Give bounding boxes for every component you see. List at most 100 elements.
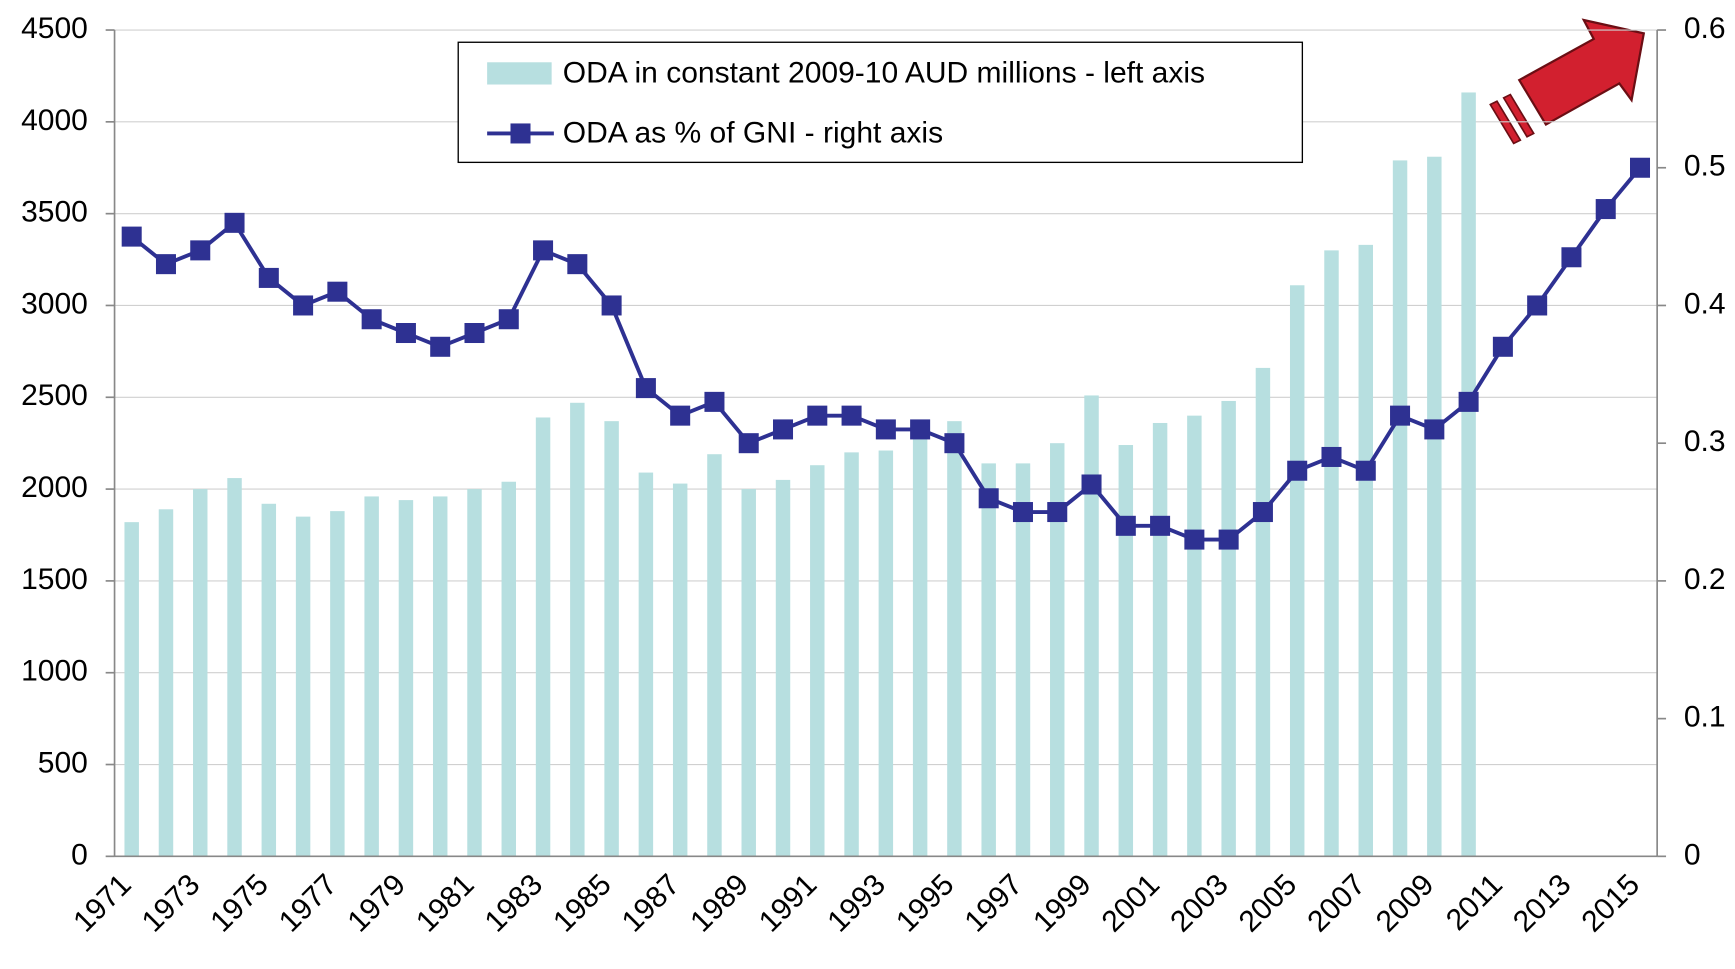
- bar: [639, 473, 653, 857]
- bar: [1324, 250, 1338, 856]
- line-marker: [225, 213, 245, 233]
- line-marker: [1459, 392, 1479, 412]
- bar: [1461, 92, 1475, 856]
- legend-label: ODA in constant 2009-10 AUD millions - l…: [563, 56, 1205, 89]
- x-tick-label: 2005: [1233, 868, 1304, 939]
- line-marker: [1321, 447, 1341, 467]
- x-tick-label: 1985: [547, 868, 618, 939]
- y-tick-label: 2500: [21, 379, 88, 412]
- bar: [330, 511, 344, 856]
- line-marker: [362, 309, 382, 329]
- bar: [1016, 463, 1030, 856]
- x-tick-label: 1983: [479, 868, 550, 939]
- bar: [467, 489, 481, 856]
- line-marker: [327, 282, 347, 302]
- x-tick-label: 1979: [341, 868, 412, 939]
- line-marker: [1184, 530, 1204, 550]
- line-marker: [1527, 295, 1547, 315]
- bar: [296, 517, 310, 857]
- chart: 05001000150020002500300035004000450000.1…: [0, 0, 1735, 969]
- line-marker: [1047, 502, 1067, 522]
- line-marker: [670, 406, 690, 426]
- y-tick-label: 3000: [21, 287, 88, 320]
- x-tick-label: 2013: [1507, 868, 1578, 939]
- line-marker: [1150, 516, 1170, 536]
- line-marker: [1116, 516, 1136, 536]
- bar: [1393, 160, 1407, 856]
- line-marker: [122, 227, 142, 247]
- line-marker: [1596, 199, 1616, 219]
- line-marker: [1424, 419, 1444, 439]
- bar: [707, 454, 721, 856]
- bar: [673, 484, 687, 857]
- y2-tick-label: 0.6: [1684, 12, 1726, 45]
- line-marker: [910, 419, 930, 439]
- bar: [262, 504, 276, 857]
- line-marker: [1390, 406, 1410, 426]
- line-marker: [1219, 530, 1239, 550]
- bar: [1153, 423, 1167, 856]
- bar: [1084, 395, 1098, 856]
- x-tick-label: 1995: [890, 868, 961, 939]
- line-marker: [567, 254, 587, 274]
- bar: [502, 482, 516, 857]
- bar: [536, 417, 550, 856]
- y2-tick-label: 0.4: [1684, 287, 1726, 320]
- y-tick-label: 0: [71, 838, 88, 871]
- y2-tick-label: 0.2: [1684, 563, 1726, 596]
- x-tick-label: 1977: [273, 868, 344, 939]
- line-marker: [259, 268, 279, 288]
- arrow-decoration: [1490, 20, 1643, 143]
- bar: [1359, 245, 1373, 856]
- legend-marker: [510, 123, 530, 143]
- line-marker: [704, 392, 724, 412]
- page: {"chart_data": {"type": "bar_line", "cat…: [0, 0, 1735, 969]
- line-marker: [1561, 247, 1581, 267]
- line-marker: [499, 309, 519, 329]
- x-tick-label: 1989: [684, 868, 755, 939]
- line-marker: [156, 254, 176, 274]
- bar: [193, 489, 207, 856]
- legend-label: ODA as % of GNI - right axis: [563, 117, 943, 150]
- legend-swatch: [487, 62, 552, 84]
- x-tick-label: 2015: [1576, 868, 1647, 939]
- line-marker: [876, 419, 896, 439]
- x-tick-label: 1993: [821, 868, 892, 939]
- line-marker: [464, 323, 484, 343]
- bar: [879, 451, 893, 857]
- y-tick-label: 1000: [21, 655, 88, 688]
- line-marker: [602, 295, 622, 315]
- y-tick-label: 4500: [21, 12, 88, 45]
- y2-tick-label: 0: [1684, 838, 1701, 871]
- x-tick-label: 2011: [1440, 868, 1509, 937]
- line-marker: [739, 433, 759, 453]
- bar: [159, 509, 173, 856]
- bar: [776, 480, 790, 856]
- bar: [604, 421, 618, 856]
- bar: [227, 478, 241, 856]
- y-tick-label: 4000: [21, 104, 88, 137]
- line-marker: [1013, 502, 1033, 522]
- legend: ODA in constant 2009-10 AUD millions - l…: [458, 42, 1302, 162]
- bar: [433, 496, 447, 856]
- y-tick-label: 500: [38, 746, 88, 779]
- line-marker: [944, 433, 964, 453]
- bar: [810, 465, 824, 856]
- x-tick-label: 1973: [136, 868, 207, 939]
- y2-tick-label: 0.5: [1684, 150, 1726, 183]
- x-tick-label: 2003: [1164, 868, 1235, 939]
- x-tick-label: 1987: [616, 868, 687, 939]
- y2-tick-label: 0.3: [1684, 425, 1726, 458]
- x-tick-label: 1971: [67, 868, 138, 939]
- bar: [981, 463, 995, 856]
- bar: [570, 403, 584, 857]
- line-marker: [1630, 158, 1650, 178]
- bar: [1256, 368, 1270, 856]
- line-marker: [1356, 461, 1376, 481]
- x-tick-label: 1981: [410, 868, 481, 939]
- x-tick-label: 2007: [1301, 868, 1372, 939]
- x-tick-label: 1997: [959, 868, 1030, 939]
- bar: [399, 500, 413, 856]
- line-marker: [1493, 337, 1513, 357]
- bar: [742, 489, 756, 856]
